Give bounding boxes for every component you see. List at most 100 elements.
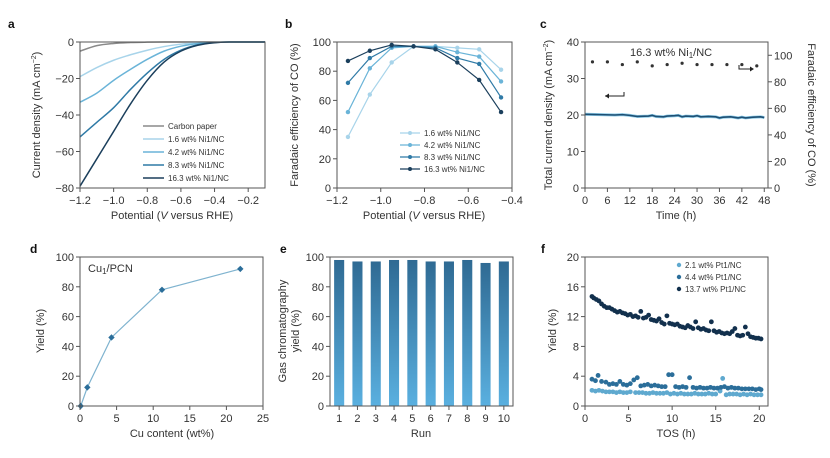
legend-label: 4.2 wt% Ni1/NC [168,148,225,157]
data-point [389,60,394,65]
y-tick-label: 0 [573,401,579,413]
data-point [345,109,351,115]
data-point [666,372,672,378]
y-tick-label: 60 [319,95,331,107]
data-point [656,316,662,322]
y-tick-label: 20 [567,110,579,122]
fe-point [740,62,744,67]
panel-c-annotation: 16.3 wt% Ni1/NC [630,47,712,60]
data-point [758,387,764,393]
data-point [367,66,373,71]
legend-label: 2.1 wt% Pt1/NC [685,261,742,270]
x-tick-label: 6 [604,195,610,207]
x-tick-label: 25 [257,413,269,425]
data-point [635,314,641,320]
data-point [455,45,460,51]
data-point [367,48,373,53]
y-tick-label: 20 [567,252,579,264]
bar [407,259,418,406]
data-point [84,384,91,391]
bar [352,261,363,406]
y-tick-label: 100 [313,37,331,49]
panel-letter-d: d [30,242,37,256]
legend-label: 4.4 wt% Pt1/NC [685,273,742,282]
panel-b-ylabel: Faradaic efficiency of CO (%) [289,43,301,186]
data-point [685,391,691,397]
y-tick-label: −40 [55,110,74,122]
panel-letter-e: e [280,242,287,256]
panel-c-plot-area [584,60,765,120]
legend-label: 8.3 wt% Ni1/NC [424,153,481,162]
bar [389,259,400,406]
legend-label: 1.6 wt% Ni1/NC [424,129,481,138]
data-point [662,384,668,390]
data-point [654,390,659,396]
panel-d-ticks: 0 5 10 15 20 25 0 20 40 60 80 100 [56,252,269,425]
y-tick-label: 20 [312,371,324,383]
panel-f-xlabel: TOS (h) [657,428,696,440]
fe-point [710,62,714,67]
data-point [681,391,687,397]
series-line [79,41,265,78]
x-tick-label: 10 [666,413,678,425]
panel-b-xlabel: Potential (V versus RHE) [363,210,485,222]
y-right-tick-label: 40 [774,130,786,142]
right-arrow-icon [738,65,754,72]
legend-label: 13.7 wt% Pt1/NC [685,285,746,294]
y-tick-label: 12 [567,312,579,324]
x-tick-label: −0.4 [204,195,226,207]
data-point [634,375,640,381]
data-point [690,326,696,331]
y-tick-label: 8 [573,341,579,353]
x-tick-label: −0.8 [136,195,158,207]
data-point [706,328,712,334]
data-point [607,389,612,395]
x-tick-label: 0 [77,413,83,425]
bar [498,261,509,406]
data-point [687,375,692,381]
x-tick-label: 4 [391,413,397,425]
panel-c-ylabel-right: Faradaic efficiency of CO (%) [805,43,817,186]
data-point [498,95,504,100]
panel-f-ylabel: Yield (%) [547,309,559,353]
y-tick-label: 80 [312,282,324,294]
panel-f-ticks: 0 5 10 15 20 0 4 8 12 16 20 [567,252,766,425]
x-tick-label: 5 [409,413,415,425]
panel-a-ticks: −1.2 −1.0 −0.8 −0.6 −0.4 −0.2 0 −20 −40 −60 −80 [55,37,259,207]
x-tick-label: 8 [464,413,470,425]
panel-d-annotation: Cu1/PCN [88,263,133,276]
x-tick-label: 9 [482,413,488,425]
series-line [79,41,265,52]
y-tick-label: 40 [319,125,331,137]
bar [480,262,491,406]
data-point [345,134,351,140]
x-tick-label: 2 [354,413,360,425]
panel-letter-b: b [285,17,292,31]
fe-point [755,64,759,68]
y-tick-label: 0 [318,401,324,413]
y-tick-label: 0 [325,183,331,195]
y-tick-label: 0 [68,37,74,49]
panel-f-plot-area [589,294,764,398]
data-point [108,334,115,341]
data-point [727,391,733,397]
data-point [708,319,714,325]
series-line [347,45,502,113]
x-tick-label: 3 [373,413,379,425]
y-right-tick-label: 60 [774,103,786,115]
x-tick-label: 20 [220,413,232,425]
data-point [237,265,244,273]
bar [334,259,345,406]
legend-marker [676,262,682,268]
x-tick-label: 7 [446,413,452,425]
data-point [742,324,748,330]
y-right-tick-label: 100 [774,50,792,62]
data-point [713,391,719,397]
data-point [701,385,706,391]
legend-marker [676,274,682,280]
y-tick-label: 100 [56,252,74,264]
y-right-tick-label: 20 [774,156,786,168]
panel-d-xlabel: Cu content (wt%) [130,428,214,440]
